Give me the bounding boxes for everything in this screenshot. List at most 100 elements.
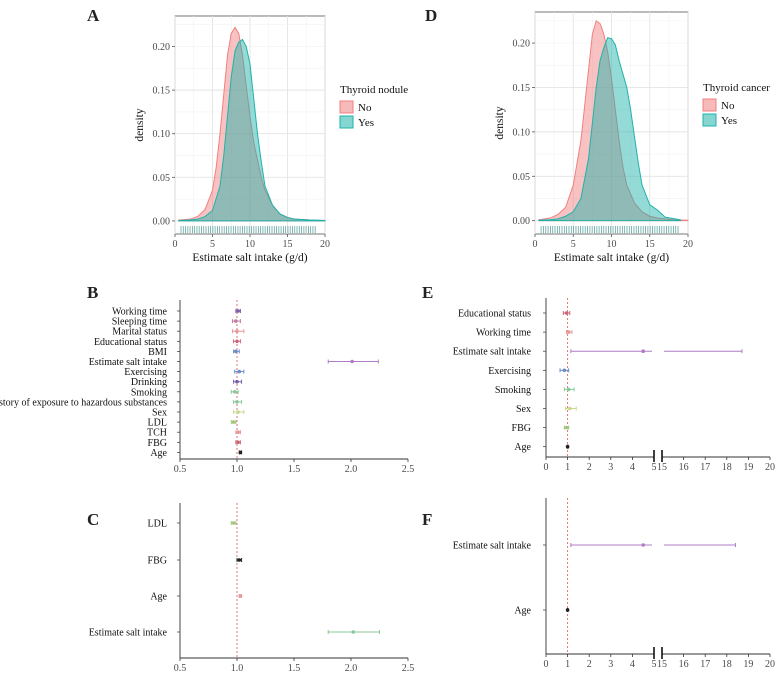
row-label-smoking: Smoking bbox=[131, 387, 167, 398]
density-plot-thyroid-cancer: 0 5 10 15 20 0.00 0.05 0.10 0.15 0.20 Estimate sal… bbox=[494, 11, 770, 264]
x-tick-label: 1.5 bbox=[288, 663, 301, 674]
legend-label-no: No bbox=[358, 102, 372, 114]
forest-plot-c: 0.5 1.0 1.5 2.0 2.5 LDL FBG Age Estimate salt in… bbox=[89, 503, 415, 674]
estimate-point-bmi bbox=[234, 349, 238, 354]
density-plot-thyroid-nodule: 0 5 10 15 20 0.00 0.05 0.10 0.15 0.20 Estimate sal… bbox=[134, 15, 408, 264]
estimate-point-age bbox=[565, 444, 570, 449]
x-tick-label: 19 bbox=[743, 659, 753, 670]
x-tick-label: 18 bbox=[722, 659, 732, 670]
row-label-fbg: FBG bbox=[148, 438, 167, 449]
x-tick-label: 0 bbox=[173, 239, 178, 250]
row-label-fbg: FBG bbox=[148, 556, 167, 567]
row-label-exercising: Exercising bbox=[124, 367, 167, 378]
panel-letter-f: F bbox=[422, 510, 432, 529]
row-label-working-time: Working time bbox=[112, 307, 168, 318]
row-label-age: Age bbox=[514, 442, 531, 453]
row-label-tch: TCH bbox=[147, 428, 167, 439]
panel-letter-d: D bbox=[425, 6, 437, 25]
y-tick-label: 0.00 bbox=[153, 216, 171, 227]
legend-title: Thyroid nodule bbox=[340, 84, 408, 96]
panel-letter-a: A bbox=[87, 6, 100, 25]
legend-swatch-yes bbox=[339, 115, 354, 129]
x-tick-label: 4 bbox=[630, 659, 635, 670]
estimate-point-history-of-exposure-to-hazardous-substances bbox=[235, 400, 239, 404]
estimate-point-sex bbox=[236, 410, 240, 414]
row-label-sleeping-time: Sleeping time bbox=[112, 317, 168, 328]
row-label-bmi: BMI bbox=[148, 347, 167, 358]
estimate-point-age bbox=[238, 450, 243, 455]
row-label-history-of-exposure-to-hazardous-substances: History of exposure to hazardous substan… bbox=[0, 397, 167, 408]
estimate-point-marital-status bbox=[235, 329, 239, 334]
x-axis-title: Estimate salt intake (g/d) bbox=[554, 252, 669, 264]
x-tick-label: 15 bbox=[657, 462, 667, 473]
x-tick-label: 5 bbox=[571, 239, 576, 250]
x-tick-label: 19 bbox=[743, 462, 753, 473]
x-tick-label: 15 bbox=[645, 239, 655, 250]
estimate-point-ldl bbox=[231, 420, 236, 424]
estimate-point-estimate-salt-intake bbox=[641, 543, 645, 547]
x-tick-label: 16 bbox=[679, 659, 689, 670]
y-tick-label: 0.05 bbox=[153, 173, 171, 184]
panel-letter-c: C bbox=[87, 510, 99, 529]
y-tick-label: 0.15 bbox=[513, 83, 531, 94]
row-label-estimate-salt-intake: Estimate salt intake bbox=[453, 541, 532, 552]
estimate-point-exercising bbox=[237, 369, 242, 374]
x-tick-label: 3 bbox=[608, 462, 613, 473]
row-label-sex: Sex bbox=[152, 408, 167, 419]
x-tick-label: 16 bbox=[679, 462, 689, 473]
x-tick-label: 20 bbox=[765, 462, 775, 473]
x-tick-label: 17 bbox=[700, 462, 710, 473]
estimate-point-smoking bbox=[566, 387, 571, 392]
row-label-smoking: Smoking bbox=[495, 385, 531, 396]
x-tick-label: 5 bbox=[652, 659, 657, 670]
x-tick-label: 2.0 bbox=[345, 663, 358, 674]
x-tick-label: 18 bbox=[722, 462, 732, 473]
y-tick-label: 0.10 bbox=[513, 127, 531, 138]
x-tick-label: 1 bbox=[565, 659, 570, 670]
x-tick-label: 2.5 bbox=[402, 464, 415, 475]
row-label-exercising: Exercising bbox=[488, 366, 531, 377]
legend-swatch-yes bbox=[702, 113, 717, 127]
estimate-point-fbg bbox=[236, 440, 240, 445]
row-label-educational-status: Educational status bbox=[94, 337, 167, 348]
x-tick-label: 4 bbox=[630, 462, 635, 473]
estimate-point-tch bbox=[236, 430, 240, 435]
panel-letter-b: B bbox=[87, 283, 98, 302]
x-tick-label: 2 bbox=[587, 659, 592, 670]
density-area-yes bbox=[178, 38, 326, 222]
x-tick-label: 1.0 bbox=[231, 464, 244, 475]
estimate-point-fbg bbox=[564, 425, 569, 430]
x-tick-label: 0.5 bbox=[174, 663, 187, 674]
row-label-ldl: LDL bbox=[148, 418, 167, 429]
estimate-point-estimate-salt-intake bbox=[351, 630, 356, 634]
x-tick-label: 20 bbox=[320, 239, 330, 250]
legend-swatch-no bbox=[702, 98, 717, 112]
y-tick-label: 0.20 bbox=[153, 42, 171, 53]
row-label-age: Age bbox=[150, 592, 167, 603]
x-tick-label: 2.5 bbox=[402, 663, 415, 674]
y-tick-label: 0.10 bbox=[153, 129, 171, 140]
row-label-drinking: Drinking bbox=[131, 377, 167, 388]
x-tick-label: 0.5 bbox=[174, 464, 187, 475]
x-tick-label: 3 bbox=[608, 659, 613, 670]
row-label-educational-status: Educational status bbox=[458, 309, 531, 320]
row-label-estimate-salt-intake: Estimate salt intake bbox=[89, 357, 168, 368]
legend-label-yes: Yes bbox=[721, 115, 737, 127]
x-tick-label: 0 bbox=[544, 462, 549, 473]
y-tick-label: 0.05 bbox=[513, 172, 531, 183]
y-tick-label: 0.00 bbox=[513, 216, 531, 227]
x-tick-label: 0 bbox=[544, 659, 549, 670]
row-label-marital-status: Marital status bbox=[112, 327, 167, 338]
x-tick-label: 2 bbox=[587, 462, 592, 473]
x-tick-label: 20 bbox=[765, 659, 775, 670]
x-tick-label: 17 bbox=[700, 659, 710, 670]
estimate-point-smoking bbox=[232, 390, 237, 394]
legend-label-yes: Yes bbox=[358, 117, 374, 129]
forest-plot-e: 0 1 2 3 4 5 15 16 17 18 19 20 Educational status Work… bbox=[453, 298, 775, 473]
forest-plot-f: 0 1 2 3 4 5 15 16 17 18 19 20 Estimate salt intake Ag… bbox=[453, 498, 775, 670]
estimate-point-working-time bbox=[566, 330, 571, 334]
x-tick-label: 1 bbox=[565, 462, 570, 473]
panel-letter-e: E bbox=[422, 283, 433, 302]
estimate-point-exercising bbox=[562, 368, 567, 373]
